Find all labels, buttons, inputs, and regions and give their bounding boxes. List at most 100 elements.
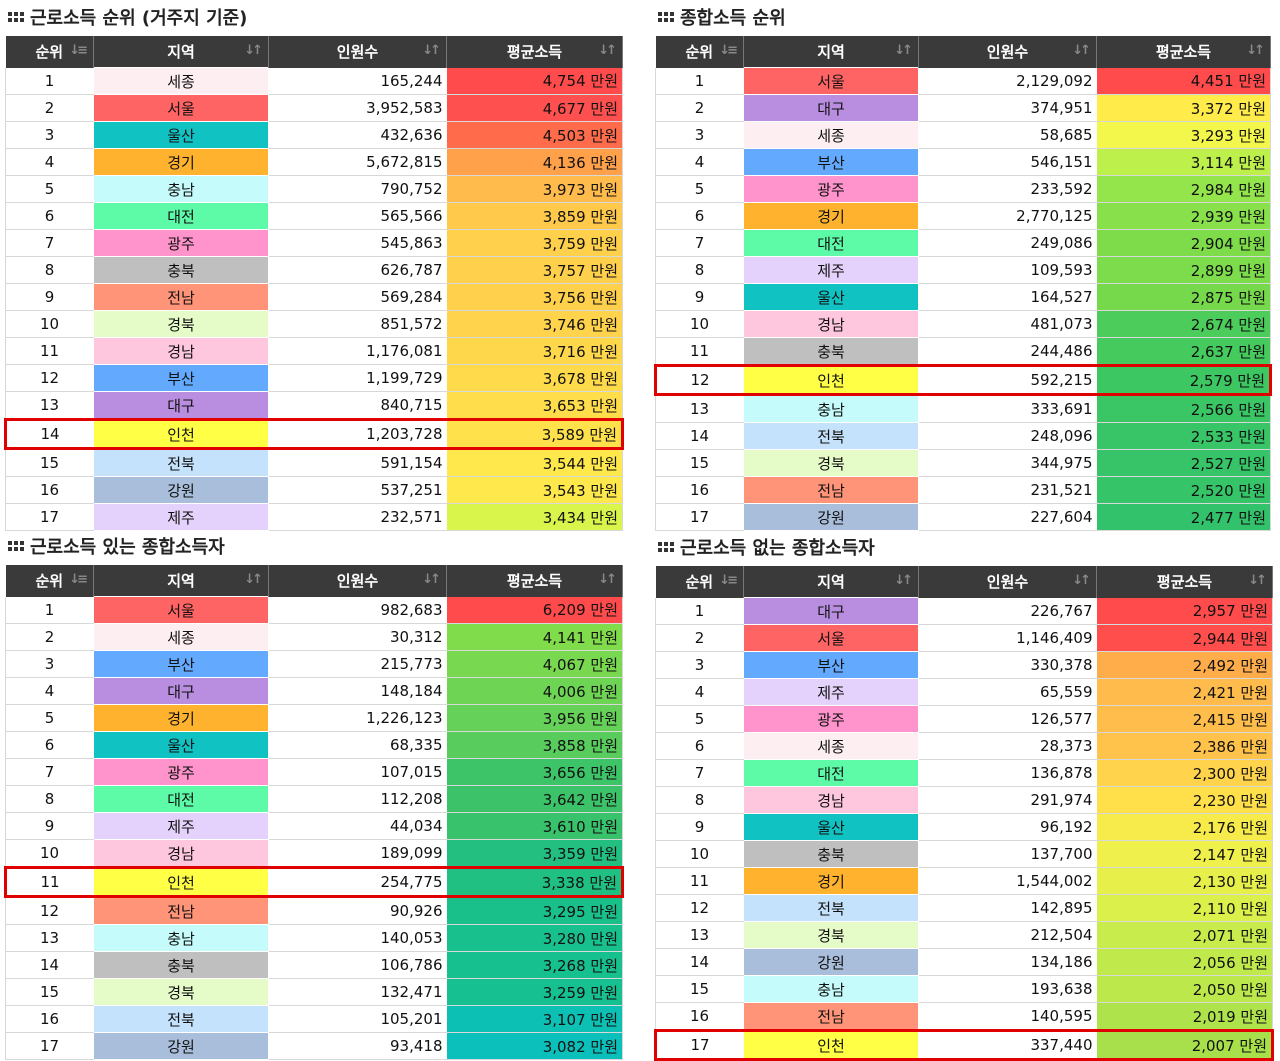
cell-rank: 9 bbox=[5, 812, 94, 840]
sort-icon[interactable]: ↓↑ bbox=[894, 43, 913, 58]
cell-count: 851,572 bbox=[268, 310, 447, 338]
cell-count: 30,312 bbox=[268, 623, 447, 651]
table-row: 9 전남 569,284 3,756 만원 bbox=[5, 283, 623, 311]
sort-descending-icon[interactable]: ↓≡ bbox=[719, 573, 738, 588]
sort-icon[interactable]: ↓↑ bbox=[598, 43, 617, 58]
cell-region: 전남 bbox=[743, 1002, 919, 1031]
cell-region: 부산 bbox=[93, 364, 269, 392]
cell-region: 경남 bbox=[743, 786, 919, 814]
column-header-count[interactable]: 인원수 ↓↑ bbox=[268, 36, 447, 68]
cell-income: 3,268 만원 bbox=[446, 951, 623, 979]
sort-icon[interactable]: ↓↑ bbox=[1072, 43, 1091, 58]
column-header-region[interactable]: 지역 ↓↑ bbox=[743, 566, 919, 598]
table-row: 5 충남 790,752 3,973 만원 bbox=[5, 175, 623, 203]
cell-rank: 5 bbox=[655, 175, 744, 203]
sort-icon[interactable]: ↓↑ bbox=[422, 43, 441, 58]
column-header-region[interactable]: 지역 ↓↑ bbox=[743, 36, 919, 68]
sort-descending-icon[interactable]: ↓≡ bbox=[69, 572, 88, 587]
cell-region: 충북 bbox=[743, 337, 919, 366]
table-row: 14 강원 134,186 2,056 만원 bbox=[655, 948, 1273, 976]
sort-icon[interactable]: ↓↑ bbox=[1248, 573, 1267, 588]
sort-icon[interactable]: ↓↑ bbox=[1072, 573, 1091, 588]
column-header-rank[interactable]: 순위 ↓≡ bbox=[655, 566, 744, 598]
cell-region: 전북 bbox=[93, 1005, 269, 1033]
cell-rank: 13 bbox=[5, 391, 94, 420]
cell-region: 세종 bbox=[93, 67, 269, 95]
cell-count: 132,471 bbox=[268, 978, 447, 1006]
cell-region: 경기 bbox=[93, 148, 269, 176]
column-header-income[interactable]: 평균소득 ↓↑ bbox=[1096, 566, 1273, 598]
cell-income: 2,674 만원 bbox=[1096, 310, 1271, 338]
table-row: 15 경북 344,975 2,527 만원 bbox=[655, 449, 1271, 477]
table-row: 6 세종 28,373 2,386 만원 bbox=[655, 732, 1273, 760]
table-row: 5 광주 126,577 2,415 만원 bbox=[655, 705, 1273, 733]
cell-income: 2,579 만원 bbox=[1096, 364, 1272, 396]
column-header-label: 평균소득 bbox=[1155, 43, 1212, 62]
cell-region: 울산 bbox=[743, 813, 919, 841]
table-row: 2 대구 374,951 3,372 만원 bbox=[655, 94, 1271, 122]
ranking-table: 순위 ↓≡ 지역 ↓↑ 인원수 ↓↑ 평균소득 ↓↑ 1 서울 2,129,092 4,451 만원 2… bbox=[654, 36, 1272, 531]
sort-icon[interactable]: ↓↑ bbox=[244, 43, 263, 58]
column-header-count[interactable]: 인원수 ↓↑ bbox=[918, 36, 1097, 68]
cell-income: 3,756 만원 bbox=[446, 283, 623, 311]
cell-count: 137,700 bbox=[918, 840, 1097, 868]
sort-icon[interactable]: ↓↑ bbox=[422, 572, 441, 587]
column-header-region[interactable]: 지역 ↓↑ bbox=[93, 565, 269, 597]
cell-income: 3,589 만원 bbox=[446, 418, 624, 450]
cell-count: 134,186 bbox=[918, 948, 1097, 976]
cell-count: 44,034 bbox=[268, 812, 447, 840]
column-header-income[interactable]: 평균소득 ↓↑ bbox=[1096, 36, 1271, 68]
cell-count: 537,251 bbox=[268, 476, 447, 504]
cell-income: 2,904 만원 bbox=[1096, 229, 1271, 257]
sort-icon[interactable]: ↓↑ bbox=[1246, 43, 1265, 58]
ranking-table: 순위 ↓≡ 지역 ↓↑ 인원수 ↓↑ 평균소득 ↓↑ 1 세종 165,244 4,754 만원 2 서울… bbox=[4, 36, 624, 531]
cell-rank: 12 bbox=[654, 364, 744, 396]
column-header-count[interactable]: 인원수 ↓↑ bbox=[268, 565, 447, 597]
sort-icon[interactable]: ↓↑ bbox=[894, 573, 913, 588]
cell-region: 경북 bbox=[93, 310, 269, 338]
cell-region: 인천 bbox=[743, 364, 919, 396]
cell-income: 3,757 만원 bbox=[446, 256, 623, 284]
cell-rank: 16 bbox=[5, 1005, 94, 1033]
cell-rank: 6 bbox=[655, 202, 744, 230]
sort-descending-icon[interactable]: ↓≡ bbox=[69, 43, 88, 58]
cell-count: 90,926 bbox=[268, 896, 447, 925]
cell-rank: 6 bbox=[5, 202, 94, 230]
sort-icon[interactable]: ↓↑ bbox=[598, 572, 617, 587]
cell-rank: 8 bbox=[655, 786, 744, 814]
cell-count: 1,146,409 bbox=[918, 624, 1097, 652]
cell-count: 28,373 bbox=[918, 732, 1097, 760]
cell-rank: 2 bbox=[655, 624, 744, 652]
header-row: 순위 ↓≡ 지역 ↓↑ 인원수 ↓↑ 평균소득 ↓↑ bbox=[655, 566, 1273, 598]
cell-count: 244,486 bbox=[918, 337, 1097, 366]
column-header-region[interactable]: 지역 ↓↑ bbox=[93, 36, 269, 68]
cell-region: 대전 bbox=[743, 229, 919, 257]
table-row: 16 전남 140,595 2,019 만원 bbox=[655, 1002, 1273, 1031]
cell-region: 경북 bbox=[743, 921, 919, 949]
column-header-income[interactable]: 평균소득 ↓↑ bbox=[446, 565, 623, 597]
sort-descending-icon[interactable]: ↓≡ bbox=[719, 43, 738, 58]
column-header-rank[interactable]: 순위 ↓≡ bbox=[655, 36, 744, 68]
column-header-rank[interactable]: 순위 ↓≡ bbox=[5, 36, 94, 68]
table-row: 11 충북 244,486 2,637 만원 bbox=[655, 337, 1271, 366]
table-row: 4 제주 65,559 2,421 만원 bbox=[655, 678, 1273, 706]
cell-count: 164,527 bbox=[918, 283, 1097, 311]
cell-income: 3,544 만원 bbox=[446, 448, 623, 477]
cell-count: 545,863 bbox=[268, 229, 447, 257]
cell-count: 142,895 bbox=[918, 894, 1097, 922]
column-header-rank[interactable]: 순위 ↓≡ bbox=[5, 565, 94, 597]
cell-income: 2,130 만원 bbox=[1096, 867, 1273, 895]
cell-count: 136,878 bbox=[918, 759, 1097, 787]
cell-count: 249,086 bbox=[918, 229, 1097, 257]
cell-region: 인천 bbox=[93, 418, 269, 450]
cell-rank: 12 bbox=[5, 896, 94, 925]
column-header-income[interactable]: 평균소득 ↓↑ bbox=[446, 36, 623, 68]
cell-income: 2,071 만원 bbox=[1096, 921, 1273, 949]
cell-rank: 14 bbox=[655, 422, 744, 450]
sort-icon[interactable]: ↓↑ bbox=[244, 572, 263, 587]
column-header-count[interactable]: 인원수 ↓↑ bbox=[918, 566, 1097, 598]
table-row: 10 경남 481,073 2,674 만원 bbox=[655, 310, 1271, 338]
cell-income: 3,295 만원 bbox=[446, 896, 623, 925]
cell-count: 165,244 bbox=[268, 67, 447, 95]
cell-rank: 7 bbox=[655, 229, 744, 257]
